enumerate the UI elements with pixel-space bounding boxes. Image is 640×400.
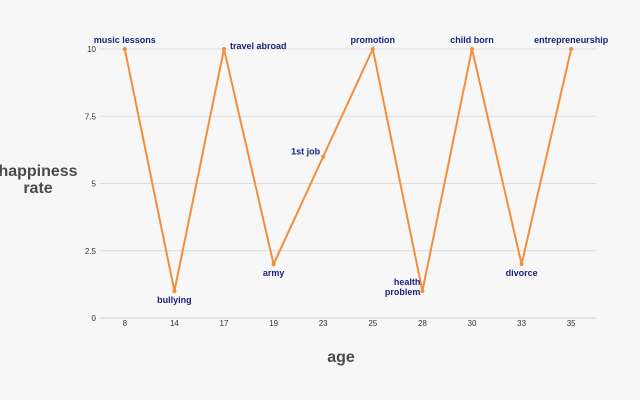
data-point xyxy=(470,47,474,51)
annotation-line: travel abroad xyxy=(230,41,287,51)
annotation-label: entrepreneurship xyxy=(534,35,609,45)
y-tick-label: 7.5 xyxy=(85,112,97,121)
axis-ticks: 0 2.5 5 7.5 10 8 14 17 19 23 25 28 30 33 35 xyxy=(85,45,576,328)
series-line xyxy=(123,45,573,292)
y-axis-title-line: happiness xyxy=(0,163,78,180)
series-line-group xyxy=(123,45,573,292)
annotation-label: divorce xyxy=(506,268,538,278)
data-point xyxy=(420,289,425,294)
data-point xyxy=(271,262,276,267)
data-point xyxy=(370,47,375,51)
data-point xyxy=(519,262,524,267)
annotation-label: 1st job xyxy=(291,147,321,157)
annotation-line: entrepreneurship xyxy=(534,35,609,45)
data-point xyxy=(569,47,574,51)
data-point xyxy=(122,47,127,51)
annotation-label: army xyxy=(263,268,285,278)
annotation-line: army xyxy=(263,268,285,278)
data-point xyxy=(321,154,326,159)
annotation-line: music lessons xyxy=(94,35,156,45)
annotation-line: 1st job xyxy=(291,147,321,157)
x-tick-label: 30 xyxy=(468,319,477,328)
x-tick-label: 25 xyxy=(368,319,377,328)
x-tick-label: 35 xyxy=(567,319,576,328)
annotation-label: child born xyxy=(450,35,494,45)
annotation-line: child born xyxy=(450,35,494,45)
y-tick-label: 0 xyxy=(92,314,97,323)
data-points xyxy=(122,47,574,294)
y-tick-label: 10 xyxy=(87,45,96,54)
annotations: music lessons bullying travel abroad army 1s… xyxy=(94,35,609,305)
x-axis-title: age xyxy=(327,349,355,366)
y-axis-title-line: rate xyxy=(23,180,52,197)
data-point xyxy=(172,289,177,294)
annotation-label: promotion xyxy=(351,35,396,45)
annotation-line: promotion xyxy=(351,35,396,45)
annotation-label: health problem xyxy=(385,277,421,297)
annotation-label: music lessons xyxy=(94,35,156,45)
annotation-line: divorce xyxy=(506,268,538,278)
x-tick-label: 33 xyxy=(517,319,526,328)
annotation-line: bullying xyxy=(157,295,192,305)
y-axis-title: happiness rate xyxy=(0,163,78,197)
y-tick-label: 2.5 xyxy=(85,247,97,256)
annotation-label: bullying xyxy=(157,295,192,305)
annotation-line: health xyxy=(394,277,421,287)
x-tick-label: 17 xyxy=(220,319,229,328)
x-tick-label: 14 xyxy=(170,319,179,328)
data-point xyxy=(222,47,226,51)
x-tick-label: 28 xyxy=(418,319,427,328)
x-tick-label: 8 xyxy=(123,319,128,328)
x-tick-label: 23 xyxy=(319,319,328,328)
annotation-line: problem xyxy=(385,287,421,297)
x-tick-label: 19 xyxy=(269,319,278,328)
annotation-label: travel abroad xyxy=(230,41,287,51)
y-tick-label: 5 xyxy=(92,180,97,189)
